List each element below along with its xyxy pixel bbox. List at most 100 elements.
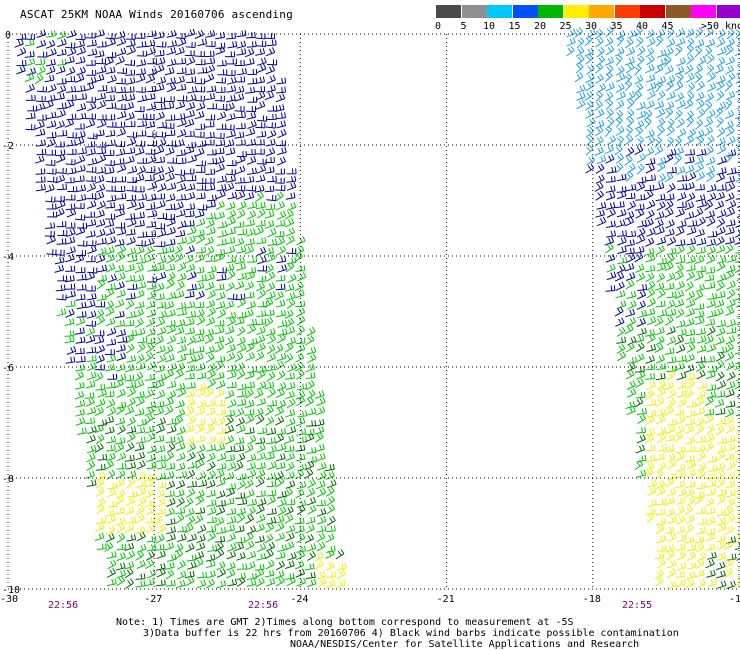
wind-barb — [585, 73, 595, 83]
wind-barb — [277, 328, 288, 336]
wind-barb — [86, 479, 97, 487]
wind-barb — [694, 569, 705, 578]
wind-barb — [57, 230, 68, 237]
wind-barb — [56, 84, 67, 94]
wind-barb — [667, 559, 677, 569]
wind-barb — [177, 118, 187, 128]
wind-barb — [716, 281, 725, 292]
wind-barb — [716, 261, 726, 272]
wind-barb — [106, 488, 117, 498]
wind-barb — [276, 370, 286, 381]
wind-barb — [255, 86, 266, 93]
wind-barb — [586, 64, 595, 75]
wind-barb — [185, 364, 196, 373]
wind-barb — [664, 282, 675, 291]
wind-barb — [184, 146, 195, 155]
wind-barb — [636, 101, 646, 111]
wind-barb — [114, 310, 125, 319]
wind-barb — [215, 399, 226, 407]
wind-barb — [285, 227, 296, 237]
wind-barb — [684, 201, 695, 211]
wind-barb — [724, 525, 735, 535]
wind-barb — [75, 155, 86, 165]
wind-barb — [226, 532, 236, 543]
wind-barb — [185, 56, 196, 66]
wind-barb — [716, 116, 724, 128]
wind-barb — [236, 552, 246, 561]
wind-barb — [116, 163, 127, 173]
wind-barb — [216, 308, 227, 319]
wind-barb — [694, 491, 705, 498]
wind-barb — [685, 488, 696, 497]
wind-barb — [704, 46, 713, 58]
wind-barb — [716, 209, 727, 219]
colorbar-label: 10 — [482, 21, 496, 32]
wind-barb — [185, 507, 195, 517]
wind-barb — [634, 397, 644, 408]
wind-barb — [246, 561, 256, 571]
wind-barb — [124, 406, 135, 416]
wind-barb — [694, 119, 704, 130]
wind-barb — [296, 545, 307, 553]
wind-barb — [306, 407, 317, 416]
wind-barb — [225, 69, 236, 76]
wind-barb — [264, 247, 275, 256]
wind-barb — [644, 218, 654, 228]
wind-barb — [206, 444, 217, 452]
wind-barb — [267, 388, 276, 399]
wind-barb — [105, 263, 116, 273]
wind-barb — [147, 276, 158, 283]
wind-barb — [146, 85, 157, 93]
wind-barb — [266, 271, 276, 282]
wind-barb — [177, 95, 188, 102]
wind-barb — [685, 353, 695, 363]
wind-barb — [604, 125, 613, 137]
wind-barb — [685, 318, 695, 327]
wind-barb — [726, 254, 737, 263]
wind-barb — [76, 112, 87, 120]
wind-barb — [105, 129, 116, 138]
wind-barb — [146, 47, 156, 56]
wind-barb — [277, 128, 287, 139]
wind-barb — [725, 381, 736, 390]
wind-barb — [124, 542, 135, 551]
colorbar-swatch — [512, 5, 538, 18]
wind-barb — [147, 58, 158, 65]
wind-barb — [696, 237, 707, 246]
wind-barb — [284, 435, 295, 444]
wind-barb — [146, 535, 157, 543]
wind-barb — [266, 495, 277, 506]
wind-barb — [155, 445, 166, 454]
wind-barb — [717, 523, 727, 533]
wind-barb — [146, 194, 157, 201]
wind-barb — [234, 437, 245, 445]
wind-barb — [227, 578, 238, 587]
wind-barb — [725, 480, 736, 489]
wind-barb — [54, 249, 65, 256]
wind-barb — [177, 570, 187, 580]
wind-barb — [695, 416, 705, 427]
wind-barb — [306, 496, 317, 506]
wind-barb — [687, 551, 697, 562]
colorbar-swatch — [665, 5, 691, 18]
wind-barb — [215, 46, 226, 55]
wind-barb — [706, 384, 717, 391]
wind-barb — [616, 230, 627, 237]
wind-barb — [226, 76, 237, 85]
wind-barb — [125, 121, 136, 128]
wind-barb — [285, 461, 295, 472]
wind-barb — [265, 33, 276, 40]
wind-barb — [86, 219, 97, 227]
wind-barb — [725, 192, 735, 202]
wind-barb — [56, 109, 67, 119]
wind-barb — [136, 157, 147, 164]
wind-barb — [125, 496, 136, 506]
wind-barb — [657, 387, 666, 398]
wind-barb — [134, 408, 145, 417]
wind-barb — [185, 406, 195, 417]
wind-barb — [74, 202, 85, 210]
wind-barb — [56, 308, 67, 317]
wind-barb — [215, 211, 225, 220]
wind-barb — [314, 390, 325, 399]
wind-barb — [105, 94, 116, 102]
